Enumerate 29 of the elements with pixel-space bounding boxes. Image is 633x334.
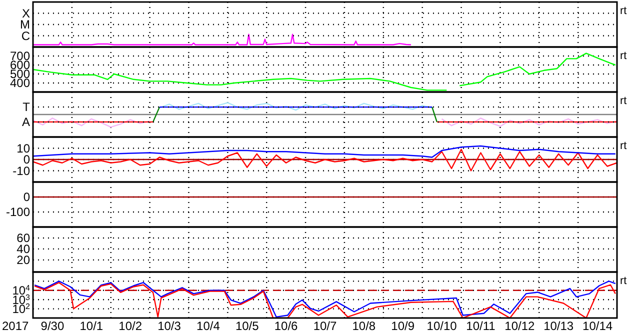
x-tick-label: 10/12 bbox=[504, 319, 536, 333]
x-tick-label: 10/2 bbox=[118, 319, 142, 333]
line-series bbox=[33, 145, 616, 158]
x-tick-label: 10/9 bbox=[391, 319, 415, 333]
y-tick-label: -100 bbox=[6, 205, 30, 220]
text: rt bbox=[620, 95, 627, 107]
text: rt bbox=[620, 275, 627, 287]
text: T bbox=[22, 100, 31, 114]
x-tick-label: 10/14 bbox=[582, 319, 613, 333]
text: A bbox=[22, 115, 30, 130]
x-tick-label: 10/3 bbox=[158, 319, 182, 333]
text: rt bbox=[620, 5, 627, 17]
x-tick-label: 10/6 bbox=[274, 319, 298, 333]
y-tick-label: 10 bbox=[16, 141, 30, 156]
y-tick-label: 0 bbox=[23, 190, 30, 204]
x-tick-label: 10/8 bbox=[352, 319, 376, 333]
x-axis-title: 2017 bbox=[2, 319, 30, 333]
x-tick-label: 10/4 bbox=[196, 319, 220, 333]
line-series bbox=[33, 148, 617, 172]
text: rt bbox=[620, 140, 627, 152]
x-tick-label: 10/11 bbox=[466, 319, 496, 333]
text: X bbox=[22, 6, 30, 20]
x-tick-label: 10/10 bbox=[426, 319, 458, 333]
x-tick-label: 10/7 bbox=[313, 319, 337, 333]
x-tick-label: 10/13 bbox=[544, 319, 574, 333]
x-tick-label: 10/1 bbox=[80, 319, 104, 333]
text: rt bbox=[620, 50, 627, 62]
x-tick-label: 9/30 bbox=[40, 319, 64, 333]
x-tick-label: 10/5 bbox=[235, 319, 260, 333]
